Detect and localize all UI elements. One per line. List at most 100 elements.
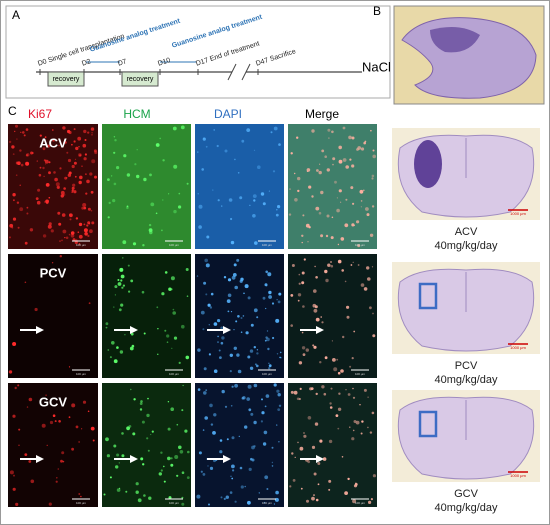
cell	[182, 384, 184, 387]
column-header: HCM	[123, 107, 150, 121]
recovery-label: recovery	[53, 76, 80, 83]
cell	[344, 491, 348, 495]
cell	[213, 369, 218, 374]
cell	[78, 234, 83, 239]
cell	[71, 164, 75, 169]
cell	[74, 158, 77, 160]
tumor	[430, 26, 480, 53]
cell	[196, 494, 201, 499]
cell	[247, 296, 251, 300]
cell	[289, 188, 291, 190]
cell	[317, 462, 321, 465]
arrow-head	[223, 455, 231, 463]
condition-label: NaCl	[362, 59, 391, 74]
cell	[303, 258, 306, 261]
cell	[164, 329, 167, 332]
cell	[271, 302, 275, 305]
cell	[322, 457, 327, 461]
cell	[217, 341, 219, 344]
cell	[221, 336, 225, 340]
cell	[372, 474, 376, 478]
scale-label: 100 μm	[355, 243, 366, 247]
cell	[186, 182, 189, 185]
cell	[265, 394, 270, 398]
cell	[13, 199, 15, 202]
cell	[172, 311, 176, 315]
cell	[85, 173, 87, 176]
cell	[23, 134, 26, 137]
cell	[80, 495, 82, 498]
cell	[264, 339, 267, 342]
cell	[135, 482, 139, 486]
cell	[266, 337, 270, 342]
cell	[55, 480, 58, 483]
cell	[313, 494, 315, 497]
cell	[119, 267, 124, 272]
cell	[260, 192, 265, 196]
cell	[79, 175, 83, 180]
cell	[262, 296, 266, 300]
cell	[246, 128, 251, 133]
cell	[350, 186, 354, 190]
cell	[363, 287, 368, 291]
cell	[254, 241, 258, 245]
cell	[317, 483, 320, 486]
cell	[75, 425, 79, 429]
cell	[202, 429, 205, 431]
cell	[12, 414, 16, 418]
cell	[234, 383, 239, 388]
cell	[65, 236, 69, 240]
drug-label: GCV	[454, 488, 479, 500]
cell	[363, 141, 367, 145]
cell	[89, 172, 93, 176]
cell	[58, 222, 62, 226]
cell	[332, 157, 336, 161]
cell	[277, 205, 281, 209]
cell	[240, 277, 244, 281]
cell	[162, 199, 164, 201]
cell	[348, 135, 352, 140]
cell	[13, 474, 15, 477]
panel-label: C	[8, 104, 17, 118]
cell	[74, 175, 77, 178]
cell	[256, 349, 259, 351]
cell	[60, 459, 63, 463]
arrow-head	[316, 455, 324, 463]
cell	[15, 161, 19, 165]
cell	[212, 431, 216, 435]
cell	[75, 146, 79, 151]
cell	[263, 430, 268, 435]
cell	[201, 168, 204, 171]
cell	[368, 500, 372, 504]
cell	[68, 416, 71, 419]
cell	[78, 153, 82, 157]
cell	[113, 151, 116, 154]
cell	[64, 237, 66, 239]
cell	[336, 208, 340, 213]
cell	[120, 279, 123, 282]
cell	[276, 424, 278, 426]
cell	[324, 269, 328, 274]
cell	[28, 460, 32, 463]
cell	[209, 403, 213, 408]
cell	[247, 500, 251, 505]
recovery-box	[47, 71, 85, 87]
cell	[302, 214, 305, 217]
cell	[331, 130, 334, 134]
cell	[264, 405, 267, 408]
cell	[128, 290, 131, 293]
cell	[147, 449, 150, 452]
cell	[126, 206, 129, 210]
cell	[166, 341, 169, 344]
cell	[19, 207, 24, 212]
cell	[205, 263, 210, 268]
column-header: Merge	[305, 107, 339, 121]
cell	[232, 273, 237, 277]
cell	[239, 466, 243, 470]
cell	[273, 503, 275, 505]
cell	[53, 171, 56, 174]
cell	[45, 163, 47, 165]
cell	[290, 294, 294, 297]
cell	[45, 199, 49, 204]
cell	[150, 433, 152, 436]
